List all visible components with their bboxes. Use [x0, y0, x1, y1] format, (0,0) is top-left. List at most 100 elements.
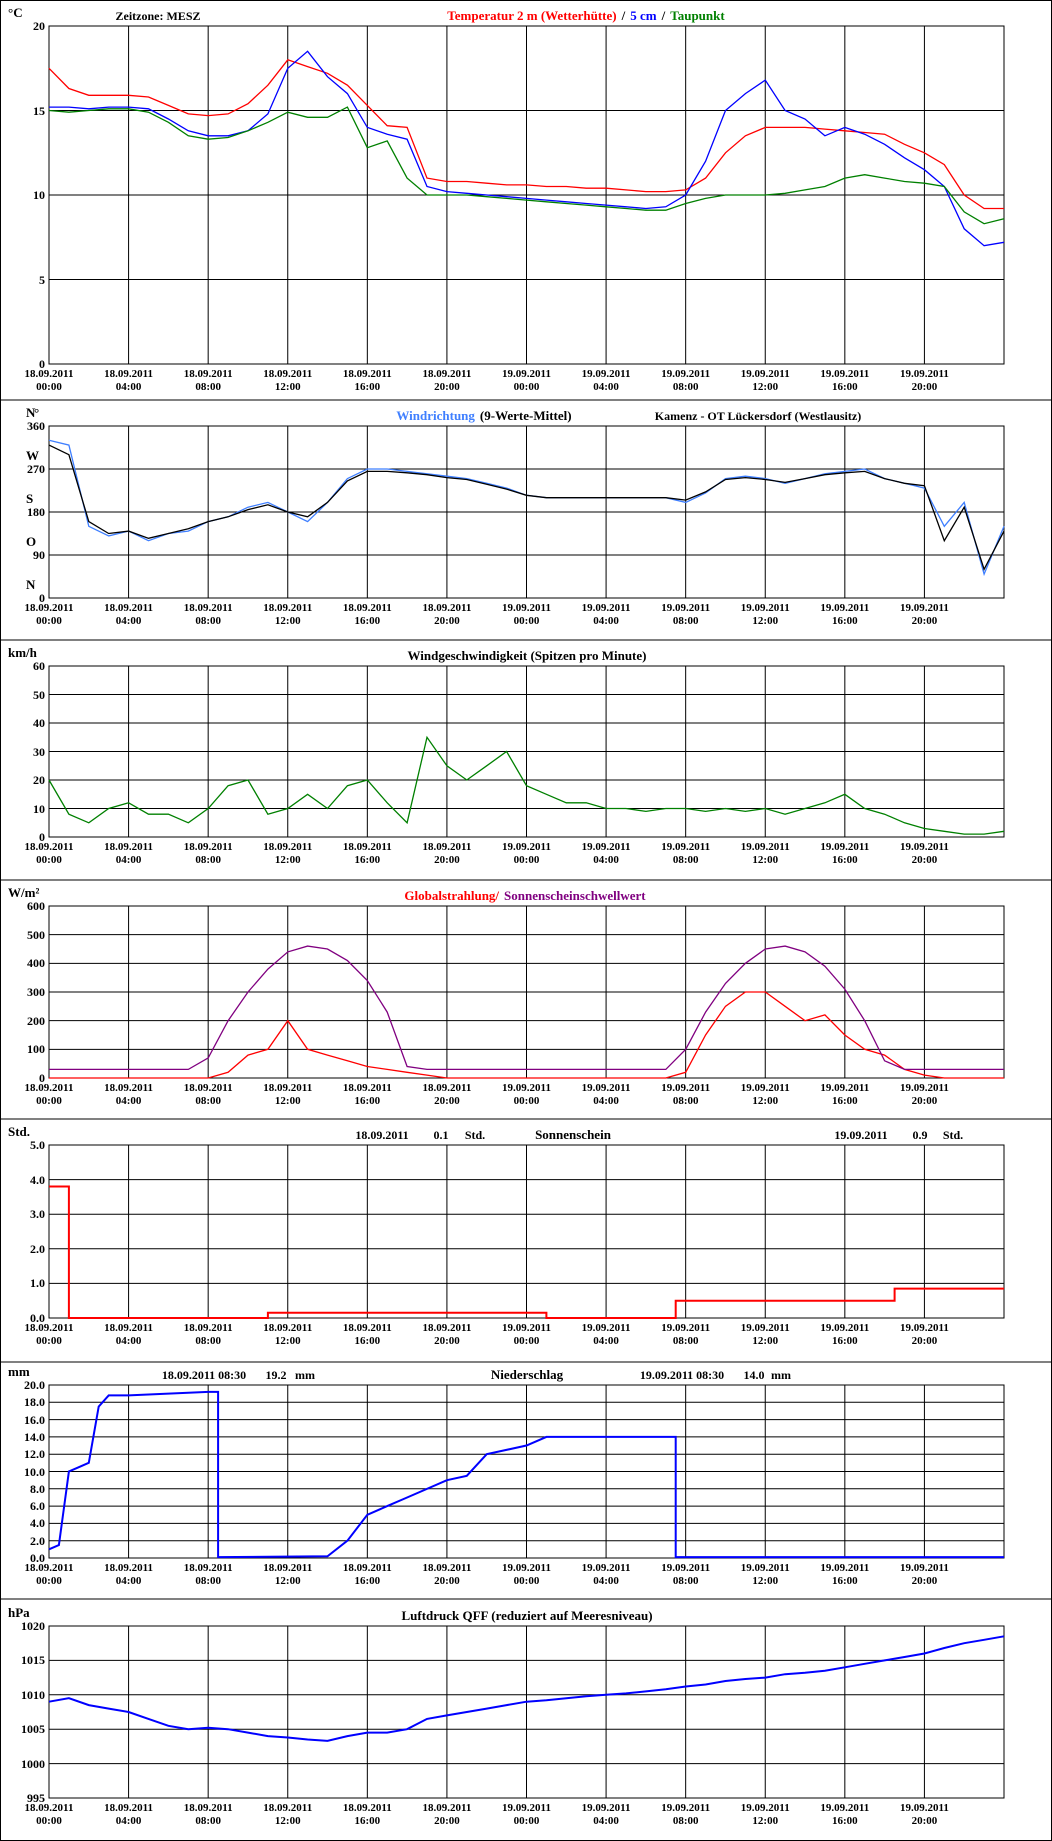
x-tick-label: 18.09.2011 00:00 — [24, 1562, 74, 1587]
y-tick-label: 0 — [39, 591, 45, 605]
x-tick-label: 18.09.2011 04:00 — [104, 1322, 154, 1347]
x-tick-label: 19.09.2011 00:00 — [502, 1802, 551, 1827]
x-tick-label: 19.09.2011 00:00 — [502, 1082, 551, 1107]
x-tick-label: 19.09.2011 00:00 — [502, 1562, 551, 1587]
y-tick-label: 2.0 — [30, 1533, 45, 1548]
x-tick-label: 18.09.2011 20:00 — [422, 1082, 472, 1107]
y-tick-label: 50 — [33, 687, 45, 702]
x-tick-label: 19.09.2011 00:00 — [502, 602, 551, 627]
y-tick-label: 40 — [33, 716, 45, 730]
x-tick-label: 18.09.2011 20:00 — [422, 1802, 472, 1827]
data-line — [48, 106, 1005, 225]
y-tick-label: 1010 — [21, 1687, 45, 1702]
annotation: Kamenz - OT Lückersdorf (Westlausitz) — [654, 409, 862, 423]
y-tick-label: 1005 — [21, 1722, 45, 1737]
x-tick-label: 18.09.2011 12:00 — [263, 602, 313, 627]
y-tick-label: 4.0 — [30, 1516, 45, 1531]
x-tick-label: 18.09.2011 20:00 — [422, 841, 472, 866]
y-tick-label: 90 — [33, 548, 45, 562]
legend: Globalstrahlung/Sonnenscheinschwellwert — [404, 889, 645, 903]
data-line — [49, 50, 1005, 247]
x-tick-label: 18.09.2011 12:00 — [263, 1802, 313, 1827]
direction-label: O — [26, 534, 37, 549]
annotation: 19.09.2011 08:30 — [639, 1368, 725, 1382]
x-tick-label: 18.09.2011 08:00 — [183, 602, 233, 627]
x-tick-label: 18.09.2011 08:00 — [183, 368, 233, 393]
legend-entry: 5 cm — [630, 8, 657, 23]
x-tick-label: 18.09.2011 16:00 — [342, 841, 392, 866]
y-tick-label: 4.0 — [30, 1172, 45, 1187]
x-tick-label: 19.09.2011 20:00 — [899, 602, 949, 627]
x-tick-label: 19.09.2011 04:00 — [581, 1082, 631, 1107]
y-tick-label: 995 — [27, 1791, 45, 1805]
y-tick-label: 10 — [33, 801, 45, 816]
y-axis-unit: hPa — [8, 1605, 30, 1620]
y-tick-label: 20 — [33, 19, 45, 33]
annotation: mm — [295, 1368, 315, 1382]
x-tick-label: 19.09.2011 16:00 — [820, 841, 870, 866]
y-axis-unit: W/m² — [8, 885, 40, 900]
x-tick-label: 19.09.2011 20:00 — [899, 1802, 949, 1827]
x-tick-label: 18.09.2011 16:00 — [342, 368, 392, 393]
x-tick-label: 19.09.2011 12:00 — [740, 1802, 790, 1827]
x-tick-label: 19.09.2011 04:00 — [581, 841, 631, 866]
x-tick-label: 19.09.2011 08:00 — [661, 368, 711, 393]
x-tick-label: 18.09.2011 08:00 — [183, 1082, 233, 1107]
y-axis-unit: Std. — [8, 1124, 31, 1139]
x-tick-label: 19.09.2011 08:00 — [661, 1562, 711, 1587]
legend-entry: Windrichtung — [396, 408, 475, 423]
y-tick-label: 6.0 — [30, 1499, 45, 1514]
chart-title: Luftdruck QFF (reduziert auf Meeresnivea… — [401, 1608, 653, 1623]
y-tick-label: 0.0 — [30, 1311, 45, 1325]
annotation: Zeitzone: MESZ — [115, 9, 201, 23]
x-tick-label: 18.09.2011 00:00 — [24, 1802, 74, 1827]
x-tick-label: 19.09.2011 04:00 — [581, 1322, 631, 1347]
x-tick-label: 18.09.2011 08:00 — [183, 1802, 233, 1827]
y-tick-label: 1.0 — [30, 1276, 45, 1291]
x-tick-label: 18.09.2011 00:00 — [24, 602, 74, 627]
data-line — [48, 444, 1005, 571]
data-line — [49, 991, 1004, 1079]
x-tick-label: 18.09.2011 12:00 — [263, 1082, 313, 1107]
y-tick-label: 1000 — [21, 1756, 45, 1771]
legend-separator: / — [661, 8, 666, 23]
legend-entry: (9-Werte-Mittel) — [479, 408, 572, 423]
data-line — [48, 59, 1004, 210]
y-tick-label: 180 — [27, 505, 45, 519]
legend-separator: / — [621, 8, 626, 23]
x-tick-label: 18.09.2011 04:00 — [104, 368, 154, 393]
x-tick-label: 19.09.2011 20:00 — [899, 1322, 949, 1347]
data-line — [48, 1635, 1005, 1742]
x-tick-label: 19.09.2011 16:00 — [820, 1082, 870, 1107]
x-tick-label: 18.09.2011 12:00 — [263, 1322, 313, 1347]
y-tick-label: 400 — [27, 956, 45, 971]
annotation: 18.09.2011 08:30 — [161, 1368, 247, 1382]
x-tick-label: 18.09.2011 04:00 — [104, 841, 154, 866]
x-tick-label: 18.09.2011 16:00 — [342, 1802, 392, 1827]
y-tick-label: 30 — [33, 744, 45, 759]
x-tick-label: 18.09.2011 20:00 — [422, 602, 472, 627]
annotation: 19.09.2011 — [834, 1128, 888, 1142]
x-tick-label: 18.09.2011 16:00 — [342, 1322, 392, 1347]
y-axis-unit: km/h — [8, 645, 37, 660]
y-axis-unit: ° — [34, 405, 40, 420]
direction-label: S — [26, 491, 34, 506]
y-tick-label: 20.0 — [24, 1378, 45, 1392]
legend: Windrichtung (9-Werte-Mittel) — [396, 409, 571, 423]
y-tick-label: 600 — [27, 899, 45, 913]
x-tick-label: 18.09.2011 04:00 — [104, 602, 154, 627]
direction-label: N — [26, 405, 36, 420]
x-tick-label: 18.09.2011 12:00 — [263, 368, 313, 393]
x-tick-label: 19.09.2011 12:00 — [740, 1322, 790, 1347]
x-tick-label: 18.09.2011 08:00 — [183, 1562, 233, 1587]
x-tick-label: 18.09.2011 00:00 — [24, 1082, 74, 1107]
x-tick-label: 19.09.2011 08:00 — [661, 1082, 711, 1107]
annotation: 18.09.2011 — [355, 1128, 409, 1142]
direction-label: W — [26, 448, 39, 463]
data-line — [48, 735, 1005, 835]
y-tick-label: 100 — [27, 1042, 45, 1057]
x-tick-label: 19.09.2011 08:00 — [661, 1802, 711, 1827]
y-tick-label: 16.0 — [24, 1412, 45, 1427]
y-tick-label: 1020 — [21, 1619, 45, 1633]
